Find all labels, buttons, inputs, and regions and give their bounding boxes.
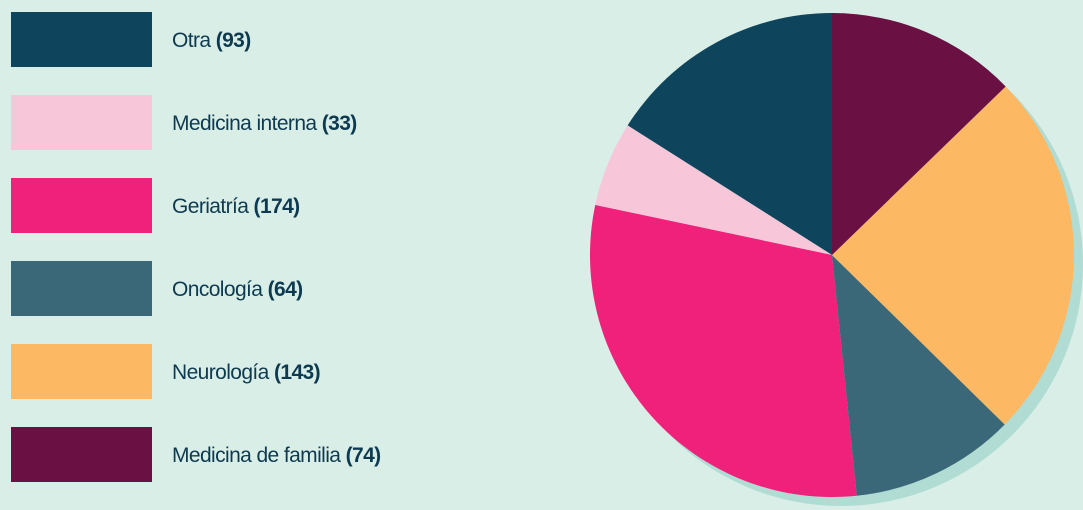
pie-slice [832, 86, 1074, 425]
legend-value: (93) [216, 29, 251, 52]
legend-swatch [11, 427, 152, 482]
legend-swatch [11, 95, 152, 150]
legend-label: Otra (93) [172, 29, 251, 52]
legend-value: (143) [274, 361, 320, 384]
legend-swatch [11, 261, 152, 316]
legend-value: (174) [254, 195, 300, 218]
legend-swatch [11, 178, 152, 233]
legend-category: Geriatría [172, 195, 249, 218]
legend-category: Oncología [172, 278, 263, 301]
pie-slice [832, 255, 1005, 496]
pie-slice [595, 125, 832, 256]
legend-label: Geriatría (174) [172, 195, 300, 218]
legend-swatch [11, 344, 152, 399]
legend-category: Medicina de familia [172, 444, 341, 467]
legend-label: Oncología (64) [172, 278, 303, 301]
legend-label: Medicina de familia (74) [172, 444, 381, 467]
pie-slice [590, 204, 857, 497]
legend-value: (64) [268, 278, 303, 301]
legend-value: (74) [346, 444, 381, 467]
legend-label: Neurología (143) [172, 361, 320, 384]
legend-label: Medicina interna (33) [172, 112, 357, 135]
legend-value: (33) [322, 112, 357, 135]
legend-category: Medicina interna [172, 112, 317, 135]
legend-category: Otra [172, 29, 211, 52]
pie-slice [832, 13, 1006, 255]
pie-slice [627, 13, 832, 255]
legend-category: Neurología [172, 361, 270, 384]
legend-swatch [11, 12, 152, 67]
